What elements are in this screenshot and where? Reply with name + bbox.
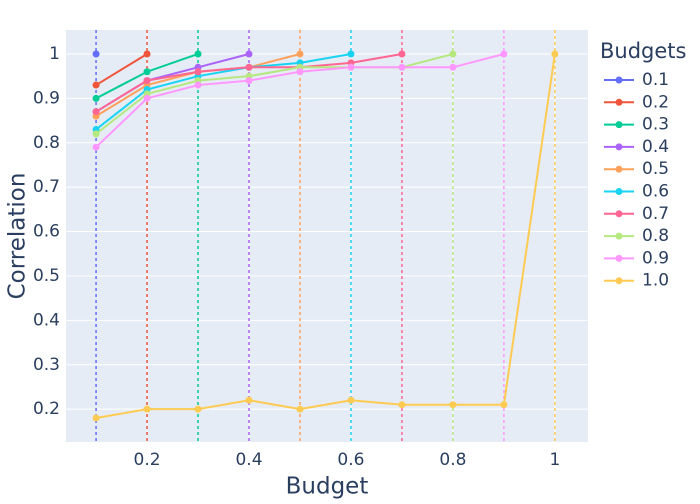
point [194,81,202,89]
point [92,81,100,89]
legend-label: 1.0 [642,271,669,291]
point [347,50,355,58]
series-line [95,53,556,420]
legend-marker [615,254,623,262]
x-axis-title: Budget [286,474,369,500]
point [143,68,151,76]
point [92,94,100,102]
x-tick-label: 0.4 [235,450,262,470]
legend-marker [615,165,623,173]
legend-label: 0.3 [642,115,669,135]
y-tick-label: 0.2 [33,399,60,419]
y-tick-label: 0.5 [33,266,60,286]
y-tick-label: 1 [49,44,60,64]
point [143,94,151,102]
point [143,405,151,413]
legend-label: 0.2 [642,92,669,112]
point [449,50,457,58]
y-tick-label: 0.9 [33,88,60,108]
point [92,50,100,58]
point [500,401,508,409]
legend-marker [615,232,623,240]
legend-label: 0.7 [642,204,669,224]
legend-marker [615,98,623,106]
point [92,414,100,422]
point [398,63,406,71]
legend-marker [615,210,623,218]
point [194,405,202,413]
series-line [95,53,148,86]
point [398,401,406,409]
point [92,130,100,138]
y-axis-title: Correlation [5,173,31,300]
legend-label: 0.9 [642,248,669,268]
point [245,77,253,85]
point [296,405,304,413]
point [143,50,151,58]
y-tick-label: 0.3 [33,355,60,375]
legend-marker [615,121,623,129]
y-tick-label: 0.7 [33,177,60,197]
legend-label: 0.6 [642,182,669,202]
point [194,50,202,58]
y-tick-label: 0.6 [33,222,60,242]
point [449,63,457,71]
legend-label: 0.4 [642,137,669,157]
point [245,50,253,58]
point [245,396,253,404]
x-tick-label: 1 [549,450,560,470]
point [194,68,202,76]
point [500,50,508,58]
legend-title: Budgets [600,39,686,63]
y-tick-label: 0.4 [33,310,60,330]
point [92,108,100,116]
legend-label: 0.1 [642,70,669,90]
legend-marker [615,76,623,84]
point [296,50,304,58]
legend-label: 0.5 [642,159,669,179]
legend-marker [615,188,623,195]
legend-marker [615,277,623,285]
point [296,68,304,76]
point [143,77,151,85]
legend-label: 0.8 [642,226,669,246]
x-tick-label: 0.6 [337,450,364,470]
series-line [95,52,352,131]
x-tick-label: 0.2 [134,450,161,470]
y-tick-label: 0.8 [33,133,60,153]
point [92,143,100,151]
point [551,50,559,58]
point [245,63,253,71]
point [347,396,355,404]
point [449,401,457,409]
x-tick-label: 0.8 [439,450,466,470]
legend-marker [615,143,623,151]
point [347,63,355,71]
point [398,50,406,58]
